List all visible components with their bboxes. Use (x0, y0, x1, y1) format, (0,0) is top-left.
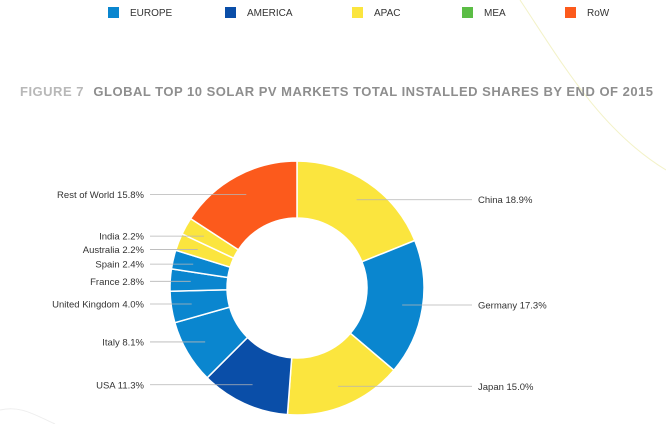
legend-label: AMERICA (247, 8, 293, 19)
slice-china (296, 160, 416, 263)
slice-label: Japan 15.0% (478, 382, 534, 393)
legend-item-america: AMERICA (225, 7, 293, 19)
label-united-kingdom: United Kingdom 4.0% (52, 299, 192, 310)
label-germany: Germany 17.3% (402, 300, 547, 311)
slice-labels: China 18.9% Germany 17.3% Japan 15.0% USA 1… (52, 190, 547, 393)
legend-label: MEA (484, 8, 506, 19)
slice-label: China 18.9% (478, 195, 533, 206)
legend-item-europe: EUROPE (108, 7, 173, 19)
slice-label: Italy 8.1% (102, 337, 144, 348)
legend-label: EUROPE (130, 8, 173, 19)
background-curve (0, 408, 56, 424)
label-rest-of-world: Rest of World 15.8% (57, 190, 247, 201)
legend-item-mea: MEA (462, 7, 506, 19)
label-india: India 2.2% (99, 232, 204, 243)
background-curve (519, 0, 666, 171)
chart-title: FIGURE 7 GLOBAL TOP 10 SOLAR PV MARKETS … (20, 83, 654, 100)
label-spain: Spain 2.4% (95, 260, 194, 271)
slice-label: Australia 2.2% (83, 245, 145, 256)
legend-label: APAC (374, 8, 401, 19)
chart-legend: EUROPE AMERICA APAC MEA RoW (108, 7, 610, 19)
legend-item-row: RoW (565, 7, 610, 19)
label-usa: USA 11.3% (96, 380, 253, 391)
legend-item-apac: APAC (352, 7, 401, 19)
legend-label: RoW (587, 8, 610, 19)
slice-label: United Kingdom 4.0% (52, 299, 144, 310)
slice-label: Spain 2.4% (95, 260, 144, 271)
label-france: France 2.8% (90, 277, 191, 288)
legend-swatch (565, 7, 576, 18)
label-australia: Australia 2.2% (83, 245, 198, 256)
figure-number: FIGURE 7 (20, 84, 84, 99)
slice-label: Germany 17.3% (478, 300, 547, 311)
legend-swatch (225, 7, 236, 18)
label-china: China 18.9% (356, 195, 533, 206)
legend-swatch (352, 7, 363, 18)
slice-rest-of-world (189, 160, 298, 251)
legend-swatch (108, 7, 119, 18)
slice-label: USA 11.3% (96, 380, 144, 391)
slice-label: India 2.2% (99, 232, 144, 243)
donut-slices (169, 160, 425, 416)
figure-title: GLOBAL TOP 10 SOLAR PV MARKETS TOTAL INS… (93, 84, 653, 99)
slice-label: Rest of World 15.8% (57, 190, 145, 201)
legend-swatch (462, 7, 473, 18)
label-japan: Japan 15.0% (338, 382, 534, 393)
slice-label: France 2.8% (90, 277, 144, 288)
label-italy: Italy 8.1% (102, 337, 206, 348)
